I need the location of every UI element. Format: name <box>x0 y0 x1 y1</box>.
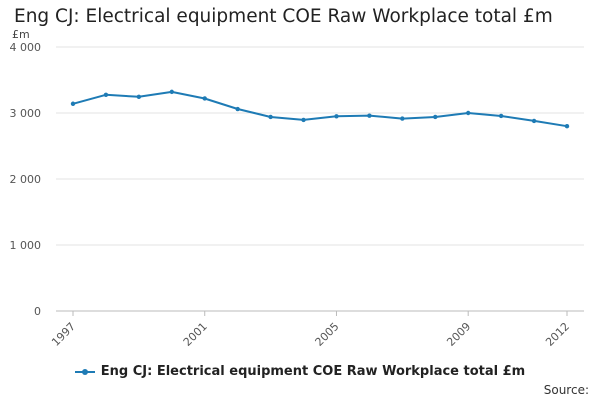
x-tick-label-2001: 2001 <box>181 320 210 349</box>
data-point-2001 <box>202 96 207 101</box>
data-point-2004 <box>301 117 306 123</box>
y-tick-label-1000: 1 000 <box>10 239 42 252</box>
data-point-1999 <box>136 94 142 100</box>
data-point-2008 <box>433 114 438 120</box>
series-layer <box>70 89 570 129</box>
data-point-1997 <box>70 101 76 106</box>
y-tick-label-4000: 4 000 <box>10 41 42 54</box>
data-point-2007 <box>400 116 405 121</box>
source-label: Source: <box>543 383 589 397</box>
x-axis: 1997 2001 2005 2009 2012 <box>49 311 572 349</box>
y-tick-label-0: 0 <box>34 305 41 318</box>
data-point-2006 <box>367 113 372 118</box>
gridlines <box>56 46 584 312</box>
data-point-2011 <box>531 118 537 124</box>
data-point-2009 <box>466 110 471 116</box>
data-point-2000 <box>169 89 174 95</box>
data-point-1998 <box>103 92 109 98</box>
x-tick-label-1997: 1997 <box>49 320 78 349</box>
data-point-2005 <box>334 114 339 119</box>
x-tick-label-2009: 2009 <box>444 320 473 349</box>
legend[interactable]: Eng CJ: Electrical equipment COE Raw Wor… <box>0 364 600 379</box>
y-axis-label: £m <box>12 28 30 41</box>
data-point-2010 <box>498 113 504 119</box>
series-line-0 <box>72 90 568 128</box>
x-tick-label-2005: 2005 <box>313 320 342 349</box>
x-tick-label-2012: 2012 <box>543 320 572 349</box>
legend-line-marker <box>74 367 95 377</box>
y-tick-label-2000: 2 000 <box>10 173 42 186</box>
data-point-2002 <box>235 106 240 112</box>
legend-entry-label: Eng CJ: Electrical equipment COE Raw Wor… <box>100 364 526 379</box>
data-point-2003 <box>268 114 273 120</box>
y-tick-label-3000: 3 000 <box>10 107 42 120</box>
chart-title: Eng CJ: Electrical equipment COE Raw Wor… <box>14 6 553 27</box>
data-point-2012 <box>564 124 570 129</box>
y-tick-labels: 0 1 000 2 000 3 000 4 000 <box>10 41 42 318</box>
